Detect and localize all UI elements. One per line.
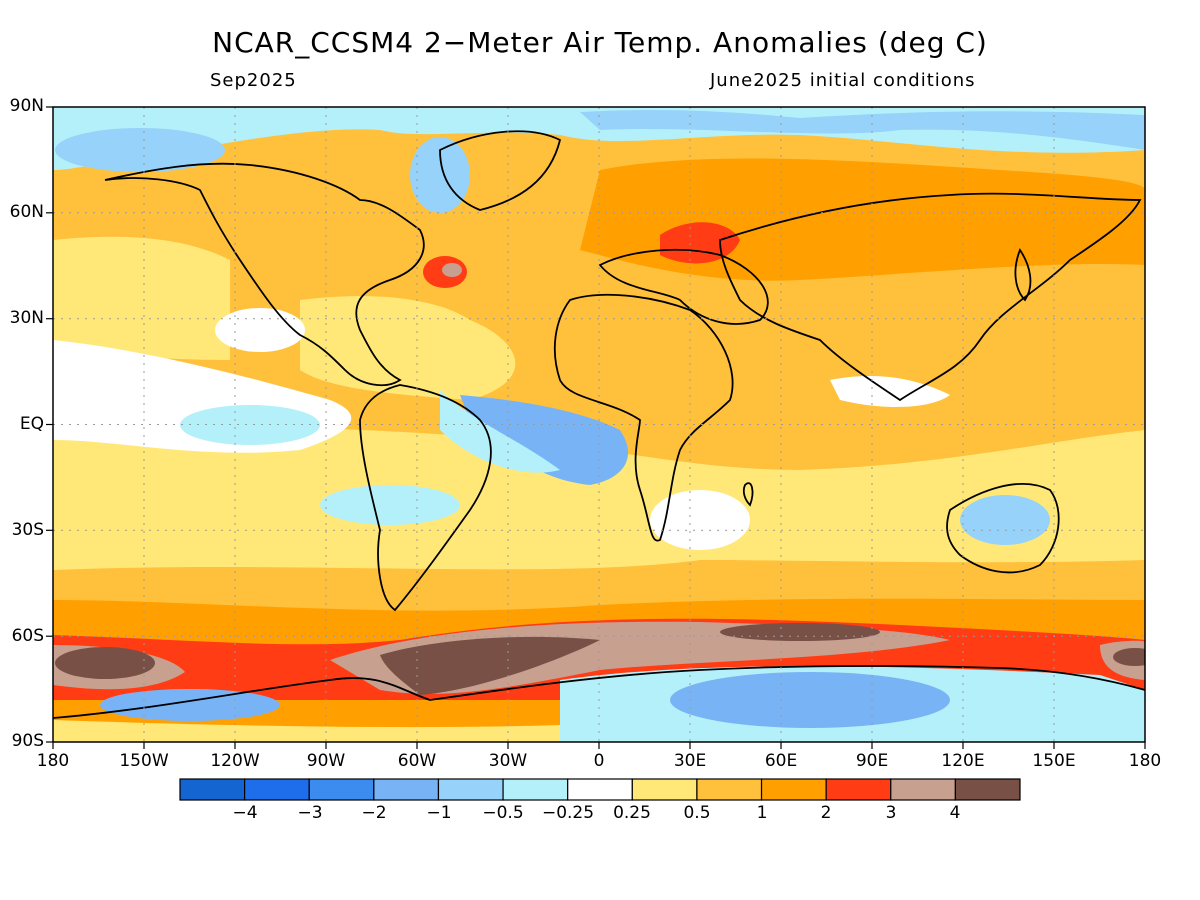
colorbar-swatch [244,778,310,801]
lat-label-30s: 30S [11,520,44,540]
forecast-month: Sep2025 [210,70,297,91]
colorbar-label: 0.5 [683,803,711,823]
colorbar-swatch [373,778,440,801]
colorbar-swatch [502,778,569,801]
lon-label-150e: 150E [1032,751,1076,771]
colorbar-label: 2 [820,803,832,823]
colorbar [179,778,1021,801]
colorbar-label: −0.25 [541,803,595,823]
lat-label-90n: 90N [9,96,44,116]
colorbar-label: −4 [232,803,258,823]
lat-label-30n: 30N [9,308,44,328]
colorbar-label: −3 [297,803,323,823]
colorbar-label: 0.25 [613,803,651,823]
graticule [53,107,1145,742]
colorbar-label: 1 [756,803,768,823]
colorbar-swatch [696,778,763,801]
lat-label-60s: 60S [11,626,44,646]
lon-label-180e: 180 [1128,751,1162,771]
lon-label-180w: 180 [36,751,70,771]
lon-label-60e: 60E [764,751,798,771]
colorbar-label: −1 [426,803,452,823]
colorbar-swatch [954,778,1021,801]
colorbar-swatch [179,778,246,801]
colorbar-swatch [437,778,504,801]
colorbar-swatch [825,778,892,801]
lat-label-60n: 60N [9,202,44,222]
lon-label-150w: 150W [119,751,169,771]
lon-label-0: 0 [593,751,605,771]
colorbar-swatch [308,778,375,801]
colorbar-label: 3 [885,803,897,823]
map-title: NCAR_CCSM4 2−Meter Air Temp. Anomalies (… [212,26,988,59]
axis-ticks [46,106,1146,749]
lat-label-90s: 90S [11,731,44,751]
colorbar-swatch [760,778,827,801]
lat-label-eq: EQ [19,414,44,434]
lon-label-60w: 60W [397,751,437,771]
coastlines [53,130,1145,719]
lon-label-120w: 120W [210,751,260,771]
colorbar-label: −2 [361,803,387,823]
initial-conditions-label: June2025 initial conditions [710,70,976,91]
lon-label-120e: 120E [941,751,985,771]
lon-label-30w: 30W [488,751,528,771]
colorbar-label: 4 [949,803,961,823]
colorbar-swatch [631,778,698,801]
colorbar-label: −0.5 [482,803,524,823]
lon-label-30e: 30E [673,751,707,771]
lon-label-90w: 90W [306,751,346,771]
colorbar-swatch [567,778,633,801]
lon-label-90e: 90E [855,751,889,771]
colorbar-swatch [890,778,956,801]
